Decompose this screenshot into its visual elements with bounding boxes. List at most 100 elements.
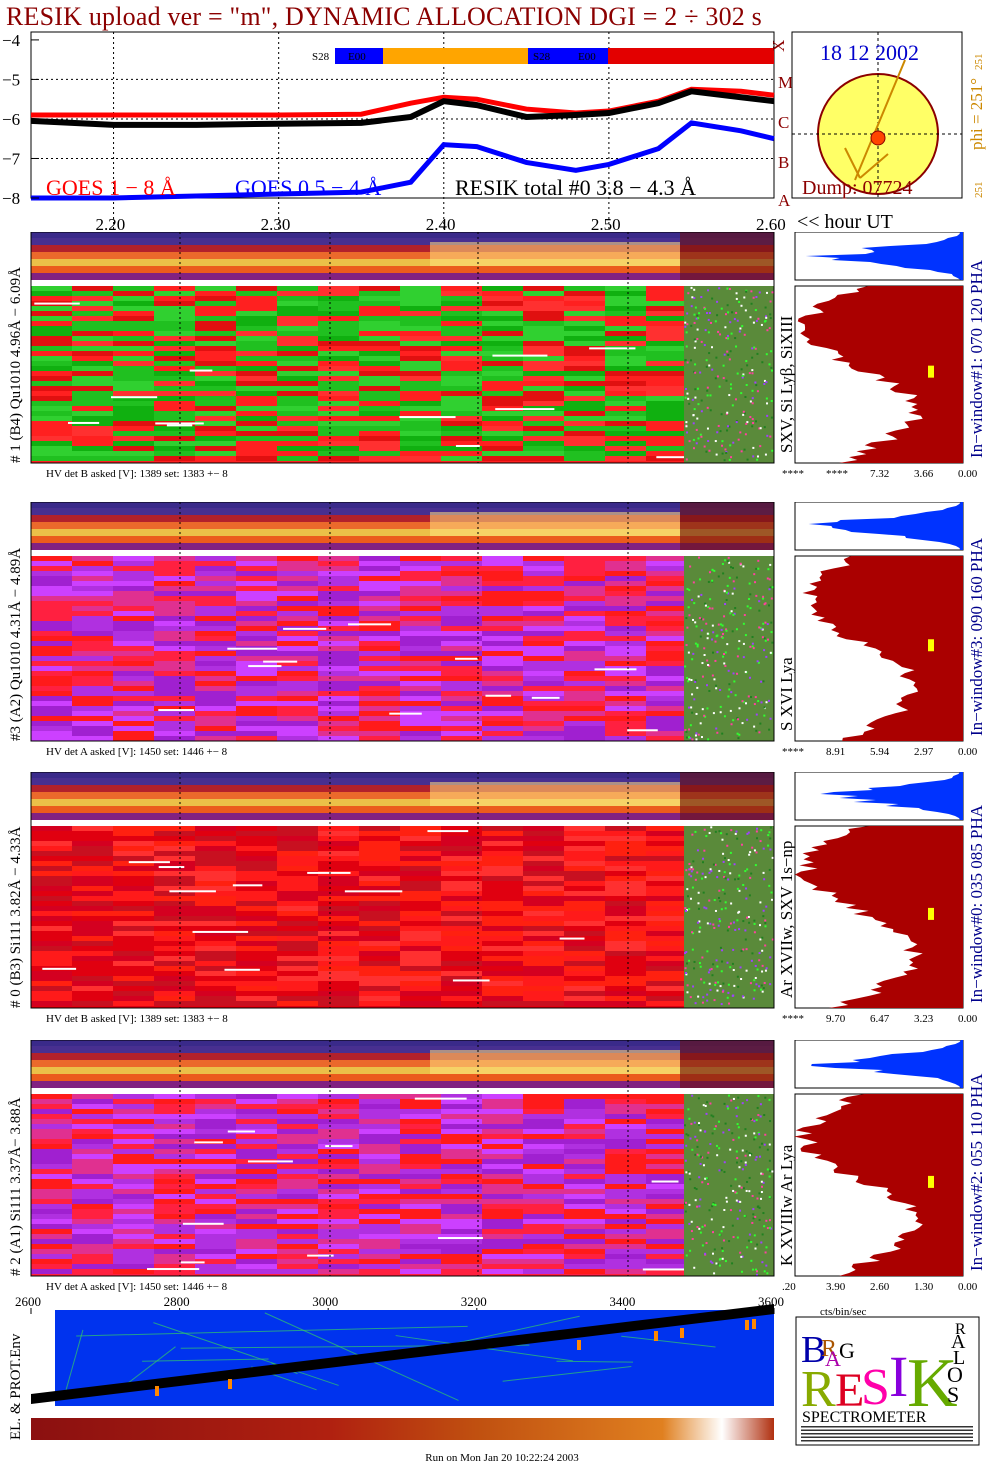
spectrogram-cell [72, 946, 113, 951]
spectrogram-cell [277, 946, 318, 951]
spectrogram-cell [359, 651, 400, 656]
spectrogram-cell [31, 346, 72, 351]
spectrogram-cell [277, 1169, 318, 1174]
noise-dot [740, 1186, 743, 1189]
spectrogram-cell [113, 1189, 154, 1194]
spectrogram-cell [236, 431, 277, 436]
spectrogram-cell [154, 591, 195, 596]
spectrogram-cell [277, 636, 318, 641]
spectrogram-cell [72, 646, 113, 651]
spectrogram-line [192, 930, 249, 933]
noise-dot [771, 641, 774, 644]
spectrogram-cell [113, 941, 154, 946]
spectrogram-cell [113, 711, 154, 716]
spectrogram-cell [359, 1239, 400, 1244]
noise-dot [725, 379, 728, 382]
spectrogram-cell [195, 396, 236, 401]
heat-band-row [31, 1074, 774, 1081]
spectrogram-cell [646, 421, 687, 426]
spectrogram-cell [72, 1159, 113, 1164]
noise-dot [753, 1132, 756, 1135]
spectrogram-cell [564, 1169, 605, 1174]
noise-dot [692, 985, 695, 988]
spectrogram-cell [441, 316, 482, 321]
spectrogram-cell [482, 451, 523, 456]
noise-dot [723, 892, 726, 895]
spectrogram-cell [605, 451, 646, 456]
spectrogram-cell [236, 426, 277, 431]
spectrogram-cell [31, 1244, 72, 1249]
spectrogram-cell [400, 581, 441, 586]
spectrogram-cell [441, 906, 482, 911]
noise-dot [741, 722, 744, 725]
spectrogram-cell [154, 376, 195, 381]
spectrogram-cell [113, 1194, 154, 1199]
spectrogram-cell [441, 1124, 482, 1129]
spectrogram-cell [359, 676, 400, 681]
heat-band-row [31, 1046, 774, 1053]
spectrogram-cell [195, 346, 236, 351]
spectrogram-cell [72, 361, 113, 366]
spectrogram-cell [113, 1169, 154, 1174]
spectrogram-cell [605, 406, 646, 411]
spectrogram-cell [605, 1209, 646, 1214]
spectrogram-cell [195, 1249, 236, 1254]
spectrogram-cell [195, 826, 236, 831]
spectrogram-cell [31, 1001, 72, 1006]
spectrogram-cell [646, 301, 687, 306]
spectrogram-cell [400, 361, 441, 366]
spectrogram-cell [646, 691, 687, 696]
spectrogram-cell [400, 916, 441, 921]
spectrogram-cell [400, 1204, 441, 1209]
spectrogram-line [492, 354, 548, 357]
spectrogram-cell [195, 1194, 236, 1199]
spectrogram-cell [277, 421, 318, 426]
spectrogram-cell [154, 556, 195, 561]
spectrogram-cell [113, 306, 154, 311]
spectrogram-cell [277, 976, 318, 981]
spectrogram-line [158, 709, 195, 712]
noise-dot [710, 1218, 713, 1221]
spectrogram-cell [646, 1139, 687, 1144]
spectrogram-cell [318, 1134, 359, 1139]
spectrogram-cell [113, 906, 154, 911]
noise-dot [751, 389, 754, 392]
noise-dot [736, 887, 739, 890]
spectrogram-cell [236, 981, 277, 986]
spectrogram-cell [564, 586, 605, 591]
spectrogram-cell [605, 966, 646, 971]
spectrogram-cell [113, 611, 154, 616]
noise-dot [758, 952, 761, 955]
spectrogram-cell [154, 571, 195, 576]
spectrogram-cell [195, 666, 236, 671]
noise-dot [692, 618, 695, 621]
spectrogram-cell [564, 421, 605, 426]
mode-label-1: S28 [312, 51, 330, 63]
noise-dot [761, 949, 764, 952]
noise-dot [701, 1156, 704, 1159]
spectrogram-cell [482, 1164, 523, 1169]
spectrogram-line [158, 866, 185, 869]
spectrogram-cell [564, 316, 605, 321]
spectrogram-cell [236, 311, 277, 316]
spectrum-tick-3: 3.23 [914, 1013, 934, 1025]
spectrogram-cell [400, 936, 441, 941]
noise-dot [690, 286, 693, 289]
noise-dot [731, 404, 734, 407]
spectrogram-noise [684, 1094, 774, 1276]
logo-letter-g: G [839, 1338, 855, 1363]
noise-dot [755, 296, 758, 299]
noise-dot [756, 455, 759, 458]
noise-dot [760, 1172, 763, 1175]
spectrogram-cell [359, 1204, 400, 1209]
noise-dot [695, 428, 698, 431]
spectrogram-cell [359, 416, 400, 421]
spectrogram-cell [646, 331, 687, 336]
spectrogram-cell [318, 391, 359, 396]
spectrogram-cell [31, 651, 72, 656]
spectrogram-cell [400, 566, 441, 571]
spectrogram-cell [113, 861, 154, 866]
spectrogram-cell [400, 851, 441, 856]
spectrogram-cell [646, 906, 687, 911]
